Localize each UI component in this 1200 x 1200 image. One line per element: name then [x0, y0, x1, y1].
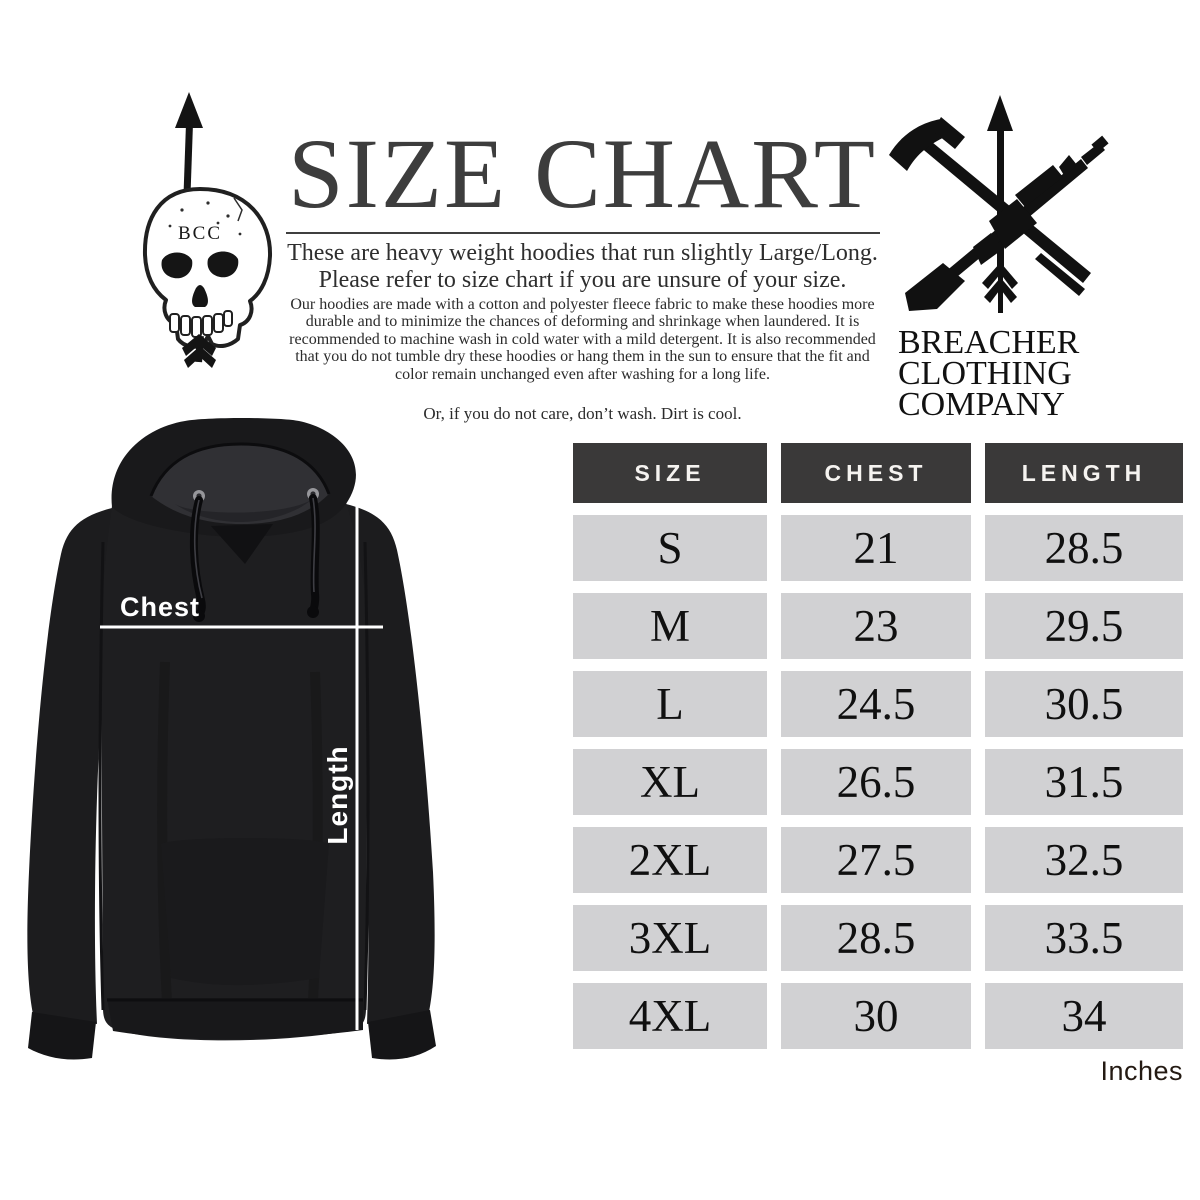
hoodie-illustration — [15, 412, 475, 1082]
title-rule — [285, 232, 880, 234]
cell-chest: 27.5 — [781, 827, 971, 893]
company-line: BREACHER — [898, 324, 1080, 361]
kangaroo-pocket — [161, 838, 329, 986]
cell-chest: 23 — [781, 593, 971, 659]
cell-chest: 26.5 — [781, 749, 971, 815]
cell-length: 30.5 — [985, 671, 1183, 737]
cell-size: 2XL — [573, 827, 767, 893]
cell-size: L — [573, 671, 767, 737]
care-paragraph: Our hoodies are made with a cotton and p… — [270, 296, 895, 383]
column-header-size: SIZE — [573, 443, 767, 503]
left-sleeve — [27, 508, 112, 1024]
cell-length: 31.5 — [985, 749, 1183, 815]
care-paragraph-line: that you do not tumble dry these hoodies… — [295, 348, 870, 366]
company-wordmark: BREACHER CLOTHING COMPANY — [898, 324, 1108, 423]
cell-size: XL — [573, 749, 767, 815]
skull-arrow-logo: BCC — [112, 92, 292, 370]
cell-size: 4XL — [573, 983, 767, 1049]
cell-size: 3XL — [573, 905, 767, 971]
cell-length: 32.5 — [985, 827, 1183, 893]
arrow-upper — [175, 92, 203, 201]
crossed-weapons-logo — [885, 95, 1110, 330]
care-paragraph-line: recommended to machine wash in cold wate… — [289, 330, 876, 348]
cell-length: 34 — [985, 983, 1183, 1049]
rifle-stock — [905, 263, 965, 311]
chest-measure-label: Chest — [120, 592, 201, 622]
left-cuff — [28, 1012, 96, 1060]
cell-chest: 28.5 — [781, 905, 971, 971]
axe-handle — [913, 133, 1091, 283]
skull-monogram-text: BCC — [178, 223, 222, 244]
care-paragraph-line: color remain unchanged even after washin… — [395, 365, 770, 383]
skull: BCC — [142, 187, 273, 349]
page-title: SIZE CHART — [288, 118, 877, 229]
units-label: Inches — [1100, 1056, 1183, 1086]
hoodie-graphic — [27, 418, 436, 1060]
hem-band — [107, 998, 363, 1040]
crossed-weapons-icon — [889, 95, 1109, 313]
arrow-head — [987, 95, 1013, 131]
cell-chest: 21 — [781, 515, 971, 581]
care-paragraph-line: Our hoodies are made with a cotton and p… — [290, 296, 875, 313]
length-measure-label: Length — [322, 745, 353, 845]
rifle-magazine — [989, 199, 1037, 249]
cell-chest: 24.5 — [781, 671, 971, 737]
column-header-chest: CHEST — [781, 443, 971, 503]
company-line: COMPANY — [898, 386, 1065, 423]
care-note: Or, if you do not care, don’t wash. Dirt… — [423, 404, 742, 424]
size-table: SIZE CHEST LENGTH S 21 28.5 M 23 29.5 L … — [573, 443, 1183, 1049]
cell-chest: 30 — [781, 983, 971, 1049]
care-paragraph-line: durable and to minimize the chances of d… — [305, 313, 860, 331]
right-cuff — [368, 1010, 436, 1060]
arrow-lower — [182, 334, 216, 368]
company-line: CLOTHING — [898, 355, 1072, 392]
subtitle-line: Please refer to size chart if you are un… — [318, 266, 847, 293]
subtitle: These are heavy weight hoodies that run … — [270, 240, 895, 293]
skull-arrow-icon: BCC — [142, 92, 273, 368]
cell-length: 29.5 — [985, 593, 1183, 659]
cell-size: M — [573, 593, 767, 659]
cell-length: 33.5 — [985, 905, 1183, 971]
drawstrings — [189, 494, 320, 622]
cell-size: S — [573, 515, 767, 581]
subtitle-line: These are heavy weight hoodies that run … — [287, 240, 878, 266]
header: SIZE CHART These are heavy weight hoodie… — [270, 118, 895, 424]
axe-head — [889, 119, 949, 171]
column-header-length: LENGTH — [985, 443, 1183, 503]
cell-length: 28.5 — [985, 515, 1183, 581]
